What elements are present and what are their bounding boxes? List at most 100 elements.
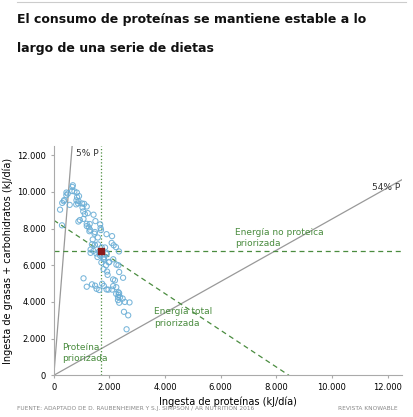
Point	[115, 289, 121, 296]
Point	[116, 294, 123, 301]
Point	[113, 291, 119, 297]
Y-axis label: Ingesta de grasas + carbohidratos (kJ/día): Ingesta de grasas + carbohidratos (kJ/dí…	[2, 158, 13, 364]
Point	[121, 299, 128, 305]
Point	[83, 203, 90, 210]
Point	[102, 244, 108, 251]
Point	[63, 189, 69, 196]
Text: Energía total
priorizada: Energía total priorizada	[154, 307, 212, 327]
Point	[100, 256, 107, 262]
Point	[75, 218, 81, 225]
Point	[91, 230, 97, 237]
Point	[90, 211, 97, 218]
Point	[96, 252, 103, 259]
Point	[119, 274, 126, 281]
Point	[80, 208, 86, 215]
Point	[97, 227, 104, 234]
Point	[91, 241, 98, 248]
X-axis label: Ingesta de proteínas (kJ/día): Ingesta de proteínas (kJ/día)	[158, 396, 296, 407]
Point	[66, 201, 73, 208]
Text: El consumo de proteínas se mantiene estable a lo: El consumo de proteínas se mantiene esta…	[17, 13, 365, 25]
Point	[104, 271, 111, 278]
Point	[96, 251, 103, 257]
Point	[98, 259, 104, 266]
Point	[95, 241, 101, 248]
Point	[84, 210, 91, 216]
Point	[101, 254, 107, 260]
Point	[73, 201, 79, 208]
Point	[109, 286, 115, 293]
Point	[119, 295, 126, 302]
Point	[98, 244, 104, 251]
Point	[89, 236, 96, 243]
Point	[88, 281, 95, 288]
Point	[100, 266, 107, 272]
Point	[102, 262, 109, 269]
Point	[116, 269, 122, 275]
Point	[93, 286, 100, 292]
Point	[100, 283, 107, 289]
Point	[83, 223, 90, 229]
Point	[79, 204, 85, 211]
Point	[115, 291, 122, 298]
Point	[97, 221, 103, 228]
Point	[114, 294, 121, 300]
Point	[74, 189, 80, 196]
Point	[76, 193, 82, 199]
Point	[61, 197, 67, 203]
Text: 5% P: 5% P	[76, 149, 99, 158]
Point	[81, 201, 87, 207]
Point	[59, 200, 65, 206]
Point	[87, 246, 94, 253]
Point	[63, 192, 69, 198]
Point	[126, 299, 133, 306]
Point	[95, 249, 102, 255]
Point	[110, 242, 117, 249]
Point	[85, 224, 92, 231]
Point	[104, 268, 110, 275]
Point	[109, 283, 116, 289]
Point	[57, 206, 63, 213]
Text: Energía no proteica
priorizada: Energía no proteica priorizada	[234, 228, 323, 248]
Point	[103, 286, 109, 293]
Point	[59, 222, 65, 229]
Point	[99, 280, 105, 287]
Point	[103, 249, 109, 256]
Point	[112, 244, 119, 251]
Point	[87, 226, 93, 233]
Point	[74, 194, 80, 201]
Point	[88, 241, 95, 248]
Point	[83, 284, 90, 290]
Point	[60, 198, 67, 204]
Point	[96, 286, 102, 293]
Text: Proteína
priorizada: Proteína priorizada	[62, 343, 107, 363]
Point	[92, 218, 98, 224]
Point	[108, 240, 115, 246]
Point	[80, 275, 87, 281]
Point	[86, 221, 93, 227]
Point	[97, 225, 104, 231]
Point	[105, 259, 112, 266]
Point	[91, 229, 98, 235]
Point	[69, 188, 75, 194]
Point	[113, 284, 119, 291]
Point	[81, 211, 88, 217]
Point	[114, 297, 121, 304]
Point	[73, 197, 80, 203]
Text: 54% P: 54% P	[371, 183, 399, 192]
Point	[69, 182, 76, 188]
Text: largo de una serie de dietas: largo de una serie de dietas	[17, 42, 213, 55]
Point	[80, 216, 87, 222]
Point	[116, 299, 122, 306]
Point	[97, 248, 104, 255]
Point	[94, 234, 101, 241]
Point	[83, 221, 90, 227]
Point	[78, 200, 85, 207]
Point	[71, 188, 78, 195]
Point	[86, 228, 93, 234]
Point	[69, 183, 76, 190]
Point	[115, 248, 122, 255]
Point	[112, 277, 118, 284]
Point	[101, 256, 107, 263]
Point	[64, 190, 71, 197]
Point	[123, 326, 130, 333]
